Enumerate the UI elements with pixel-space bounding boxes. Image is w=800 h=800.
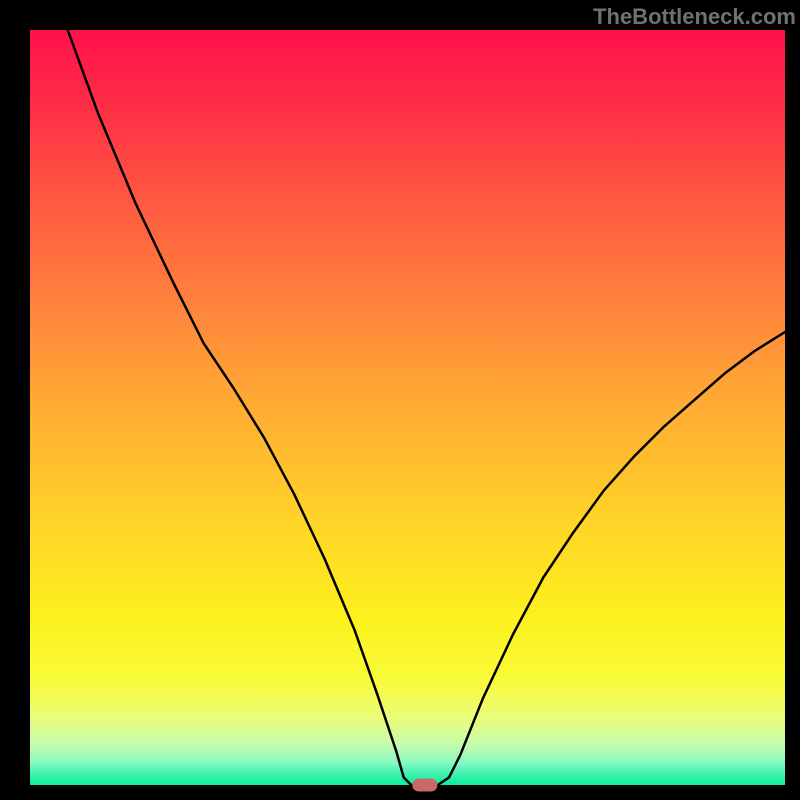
watermark-text: TheBottleneck.com (593, 4, 796, 30)
plot-area (30, 30, 785, 785)
bottleneck-chart: TheBottleneck.com (0, 0, 800, 800)
